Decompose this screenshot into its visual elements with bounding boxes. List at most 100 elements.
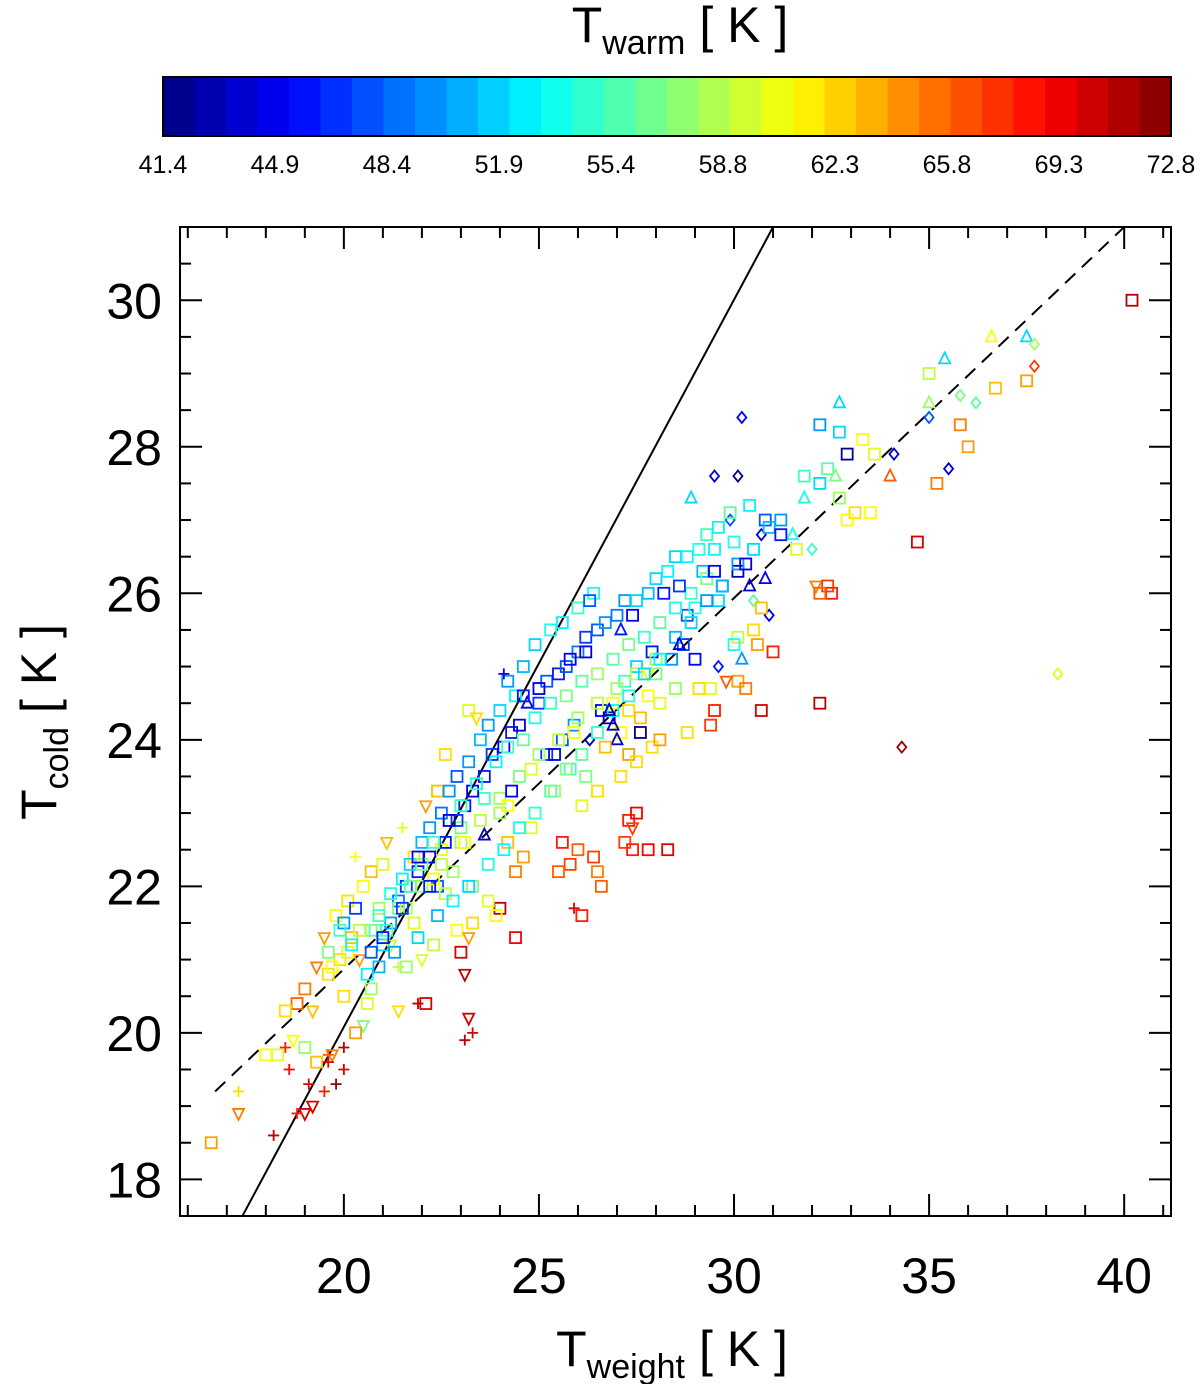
marker-square	[591, 726, 604, 739]
marker-triangle-up	[832, 394, 847, 409]
marker-square	[380, 923, 394, 937]
marker-square	[692, 682, 706, 695]
marker-plus	[268, 1129, 280, 1141]
marker-square	[587, 586, 600, 600]
marker-square	[739, 682, 753, 695]
marker-square	[337, 916, 351, 930]
marker-square	[813, 418, 827, 432]
marker-diamond	[896, 740, 908, 755]
marker-square	[618, 835, 632, 849]
marker-square	[372, 901, 386, 915]
marker-triangle-up	[602, 701, 617, 716]
marker-plus	[392, 961, 404, 973]
marker-square	[848, 506, 862, 520]
marker-square	[715, 579, 729, 593]
y-tick-label: 18	[106, 1152, 162, 1208]
marker-square	[532, 682, 546, 695]
colorbar-swatch	[352, 77, 385, 136]
marker-square	[606, 704, 620, 717]
marker-square	[555, 835, 569, 849]
marker-square	[474, 814, 487, 827]
axes: 20 25 30 35 40 18 20 22 24 26 28 30	[106, 226, 1171, 1304]
marker-square	[688, 601, 702, 615]
marker-square	[544, 784, 558, 798]
marker-square	[743, 498, 757, 512]
marker-diamond	[732, 469, 744, 484]
marker-square	[661, 564, 675, 578]
marker-square	[559, 660, 573, 673]
x-axis-label: Tweight [ K ]	[556, 1321, 788, 1384]
marker-square	[321, 945, 335, 959]
marker-plus	[279, 1042, 291, 1053]
marker-square	[395, 872, 409, 886]
marker-square	[427, 835, 441, 849]
marker-triangle-up	[785, 526, 800, 541]
marker-square	[591, 667, 604, 681]
marker-square	[540, 748, 554, 761]
marker-square	[290, 997, 304, 1010]
marker-square	[747, 542, 760, 556]
marker-square	[345, 931, 359, 945]
marker-square	[727, 535, 741, 549]
colorbar-swatch	[730, 77, 763, 136]
marker-square	[594, 879, 608, 893]
marker-square	[692, 542, 706, 556]
marker-square	[953, 418, 967, 432]
marker-square	[423, 821, 437, 835]
marker-square	[360, 997, 374, 1010]
y-tick-label: 28	[106, 420, 162, 476]
marker-square	[790, 542, 803, 556]
marker-plus	[350, 851, 362, 863]
marker-square	[466, 784, 480, 798]
marker-square	[704, 718, 718, 732]
plot-frame	[179, 226, 1172, 1217]
colorbar-swatch	[604, 77, 637, 136]
colorbar-swatch	[289, 77, 322, 136]
marker-triangle-up	[883, 467, 898, 482]
marker-square	[509, 931, 522, 945]
marker-square	[298, 982, 312, 996]
marker-square	[762, 520, 776, 534]
marker-diamond	[747, 593, 760, 608]
marker-square	[813, 586, 827, 600]
marker-square	[431, 909, 444, 923]
marker-square	[384, 916, 398, 930]
marker-square	[591, 784, 604, 798]
marker-square	[821, 579, 835, 593]
marker-triangle-down	[309, 961, 324, 976]
marker-square	[571, 843, 585, 857]
marker-square	[641, 689, 655, 703]
marker-triangle-up	[742, 577, 757, 592]
colorbar-swatch	[509, 77, 542, 136]
marker-square	[376, 931, 390, 945]
marker-triangle-down	[352, 954, 367, 969]
marker-triangle-down	[469, 712, 484, 727]
marker-square	[298, 1041, 312, 1054]
marker-square	[630, 755, 643, 769]
colorbar-tick-label: 65.8	[923, 151, 972, 179]
marker-triangle-up	[758, 570, 773, 585]
marker-square	[575, 909, 589, 923]
marker-square	[477, 792, 491, 805]
marker-diamond	[970, 395, 982, 410]
marker-square	[528, 638, 542, 651]
marker-diamond	[712, 659, 725, 674]
marker-diamond	[806, 542, 818, 557]
marker-square	[575, 674, 589, 688]
marker-square	[450, 923, 464, 937]
marker-square	[353, 923, 366, 937]
marker-square	[630, 660, 643, 673]
marker-square	[832, 425, 846, 439]
marker-triangle-down	[305, 1100, 320, 1115]
marker-square	[630, 667, 643, 681]
colorbar-tick-label: 55.4	[587, 151, 636, 179]
marker-square	[278, 1004, 292, 1018]
marker-square	[579, 645, 593, 659]
marker-square	[633, 726, 647, 739]
y-axis-label-unit: [ K ]	[11, 624, 67, 713]
marker-square	[415, 879, 429, 893]
colorbar-swatch	[478, 77, 511, 136]
marker-diamond	[1052, 666, 1064, 681]
marker-square	[739, 557, 753, 571]
